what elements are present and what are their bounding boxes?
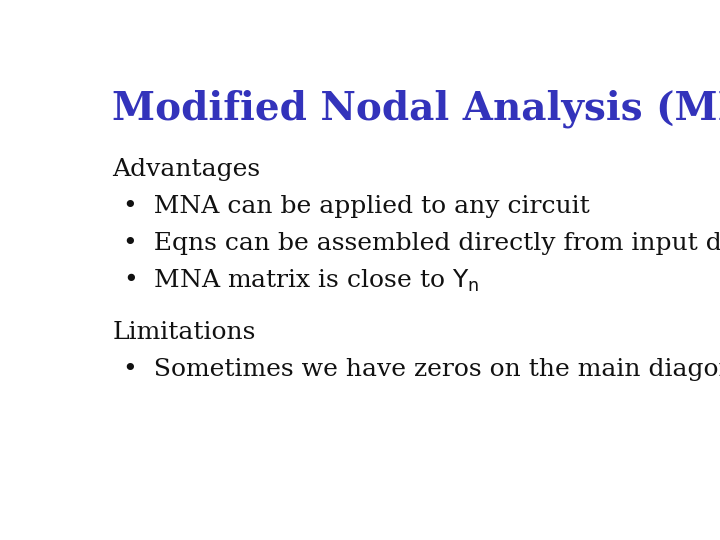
Text: •  MNA can be applied to any circuit: • MNA can be applied to any circuit: [124, 195, 590, 218]
Text: •  Eqns can be assembled directly from input data: • Eqns can be assembled directly from in…: [124, 232, 720, 254]
Text: Limitations: Limitations: [112, 321, 256, 345]
Text: •  MNA matrix is close to $\mathrm{Y}_\mathrm{n}$: • MNA matrix is close to $\mathrm{Y}_\ma…: [124, 268, 480, 294]
Text: •  Sometimes we have zeros on the main diagonal: • Sometimes we have zeros on the main di…: [124, 358, 720, 381]
Text: Modified Nodal Analysis (MNA): Modified Nodal Analysis (MNA): [112, 90, 720, 128]
Text: Advantages: Advantages: [112, 158, 261, 181]
